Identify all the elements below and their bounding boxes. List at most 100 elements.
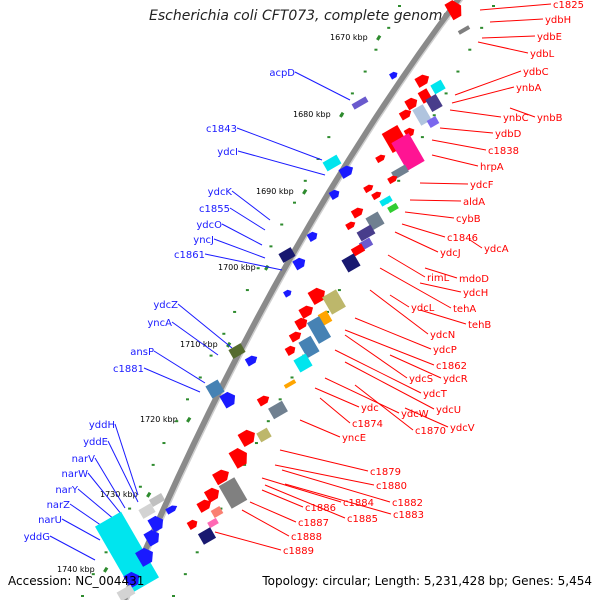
gene-label-right[interactable]: c1886 [305,503,336,514]
gene-label-right[interactable]: yncE [342,433,366,444]
gene-feature [207,517,219,529]
gene-label-right[interactable]: ydcS [409,374,433,385]
gene-label-right[interactable]: ynbB [537,113,563,124]
label-leader-line [231,190,271,221]
gene-label-right[interactable]: c1888 [291,532,322,543]
gene-label-right[interactable]: ydbH [545,15,571,26]
gene-label-left[interactable]: ydcZ [153,300,178,311]
gene-feature [341,253,361,273]
label-leader-line [294,71,351,101]
gene-label-right[interactable]: ydcU [436,405,461,416]
gene-label-right[interactable]: c1870 [415,426,446,437]
gene-label-left[interactable]: narV [72,454,96,465]
gene-label-right[interactable]: ydbC [523,67,549,78]
gene-label-right[interactable]: c1883 [393,510,424,521]
gene-label-left[interactable]: c1861 [174,250,205,261]
label-leader-line [264,484,346,519]
gene-label-left[interactable]: yddG [24,532,50,543]
gene-label-left[interactable]: yncJ [193,235,214,246]
gene-label-right[interactable]: c1862 [436,361,467,372]
gene-label-left[interactable]: ydcK [208,187,233,198]
label-leader-line [237,150,326,176]
gene-label-right[interactable]: ydcR [443,374,468,385]
gene-label-left[interactable]: yddE [83,437,108,448]
gene-label-left[interactable]: narU [38,515,62,526]
minor-tick [128,507,132,510]
minor-tick [172,595,175,597]
gene-feature [210,506,224,518]
gene-label-left[interactable]: ansP [130,347,154,358]
gene-label-right[interactable]: tehB [468,320,491,331]
gene-label-right[interactable]: ydcW [401,409,429,420]
gene-label-right[interactable]: hrpA [480,162,504,173]
gene-label-right[interactable]: c1838 [488,146,519,157]
gene-label-right[interactable]: ydcV [450,423,475,434]
gene-label-right[interactable]: c1889 [283,546,314,557]
gene-label-right[interactable]: aldA [463,197,485,208]
gene-label-left[interactable]: c1843 [206,124,237,135]
gene-feature [328,189,340,200]
gene-label-left[interactable]: narW [62,469,89,480]
gene-label-left[interactable]: yddH [89,420,115,431]
gene-label-right[interactable]: c1880 [376,481,407,492]
minor-tick [280,223,284,226]
gene-label-left[interactable]: yncA [147,318,172,329]
gene-label-left[interactable]: narY [55,485,79,496]
gene-label-right[interactable]: ydcT [423,389,448,400]
gene-feature [356,224,376,242]
minor-tick [222,332,226,335]
gene-label-left[interactable]: c1855 [199,204,230,215]
label-leader-line [241,509,290,537]
label-leader-line [69,503,106,529]
gene-label-right[interactable]: ydcH [463,288,488,299]
gene-label-right[interactable]: c1882 [392,498,423,509]
gene-label-right[interactable]: ydbD [495,129,522,140]
gene-label-right[interactable]: ydcF [470,180,494,191]
gene-feature [197,527,217,545]
kbp-tick-label: 1730 kbp [100,490,138,499]
gene-label-right[interactable]: tehA [453,304,476,315]
gene-label-left[interactable]: c1881 [113,364,144,375]
gene-feature [237,429,255,448]
gene-label-right[interactable]: c1879 [370,467,401,478]
gene-label-right[interactable]: c1846 [447,233,478,244]
gene-label-right[interactable]: c1825 [553,0,584,11]
minor-tick [162,442,166,445]
gene-feature [147,515,164,533]
gene-feature [143,529,160,547]
gene-label-left[interactable]: ydcI [217,147,238,158]
gene-label-left[interactable]: narZ [47,500,71,511]
label-leader-line [143,367,201,393]
gene-label-right[interactable]: mdoD [459,274,489,285]
gene-label-right[interactable]: ydcL [411,303,435,314]
gene-label-right[interactable]: ydcJ [440,248,461,259]
gene-label-right[interactable]: c1887 [298,518,329,529]
gene-label-right[interactable]: ydcN [430,330,455,341]
gene-label-right[interactable]: ydcA [484,244,509,255]
gene-label-right[interactable]: ynbC [503,113,529,124]
gene-label-right[interactable]: cybB [456,214,481,225]
label-leader-line [481,35,536,39]
genome-backbone-highlight [127,0,464,600]
gene-label-right[interactable]: rimL [427,273,450,284]
genome-backbone [120,0,463,600]
kbp-tick-label: 1680 kbp [293,110,331,119]
gene-label-right[interactable]: c1874 [352,419,383,430]
gene-label-left[interactable]: ydcO [196,220,222,231]
label-leader-line [369,289,429,335]
gene-feature [389,71,398,80]
gene-label-right[interactable]: ydc [361,403,379,414]
gene-feature [412,104,432,126]
gene-label-right[interactable]: c1885 [347,514,378,525]
kbp-tick-mark [146,491,152,498]
gene-label-right[interactable]: c1884 [343,498,374,509]
gene-label-right[interactable]: ydcP [433,345,457,356]
minor-tick [468,48,472,51]
label-leader-line [509,107,536,118]
gene-label-left[interactable]: acpD [269,68,295,79]
label-leader-line [221,223,263,246]
gene-label-right[interactable]: ydbL [530,49,555,60]
gene-feature [345,221,356,231]
gene-label-right[interactable]: ynbA [516,83,542,94]
gene-label-right[interactable]: ydbE [537,32,562,43]
